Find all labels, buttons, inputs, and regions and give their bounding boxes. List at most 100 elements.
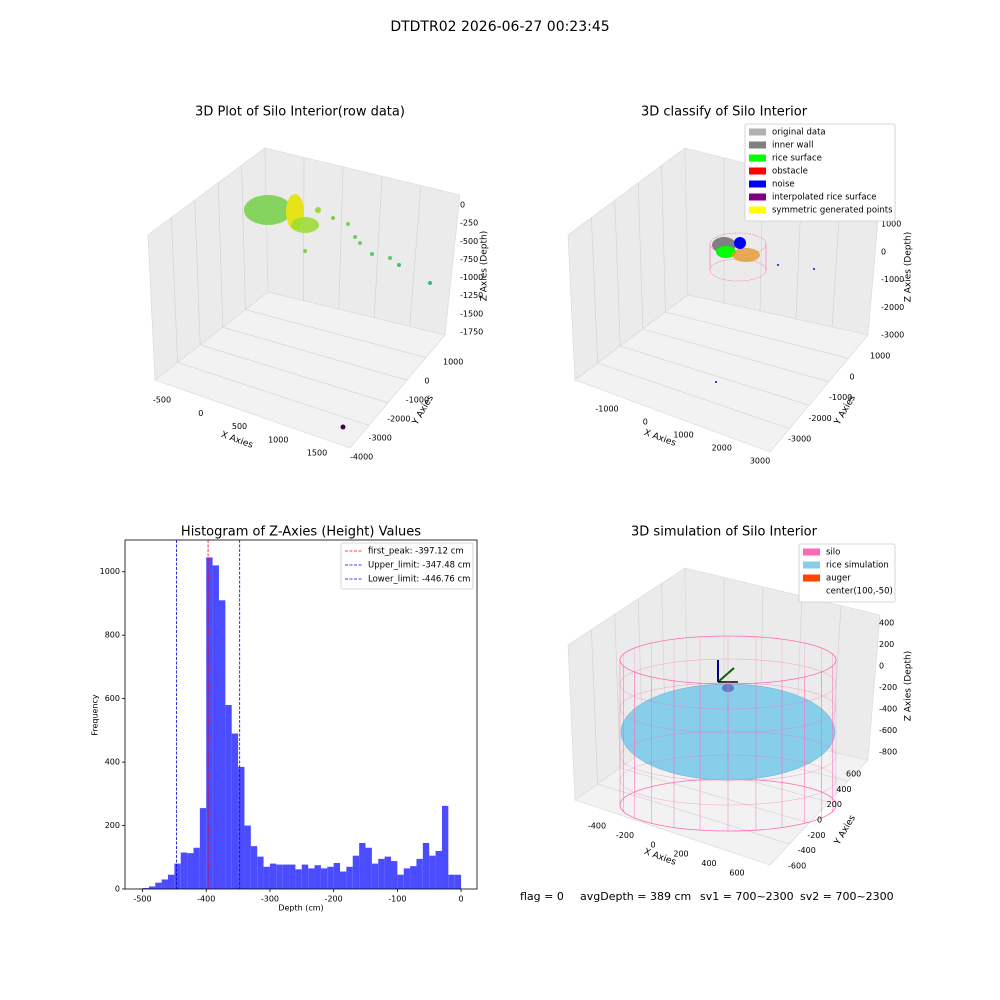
y-tick-label: 200 [105, 821, 120, 830]
y-tick-label: 600 [846, 770, 861, 779]
silo-wire [619, 682, 837, 734]
z-tick-label: 0 [879, 662, 884, 671]
axis-pane [574, 294, 869, 453]
bar [429, 855, 436, 889]
raw-points [244, 194, 432, 430]
bar [308, 868, 315, 889]
y-tick-label: -3000 [788, 435, 811, 444]
z-tick-label: -3000 [881, 331, 904, 340]
z-axis-label: Z Axies (Depth) [904, 651, 914, 722]
bar [187, 853, 194, 889]
x-tick-label: -100 [388, 895, 406, 904]
legend-swatch [749, 206, 766, 214]
noise [734, 237, 746, 249]
x-tick-label: 600 [729, 869, 744, 878]
pane-grid [200, 344, 389, 404]
bar [435, 850, 442, 889]
x-tick-label: -1000 [595, 405, 618, 414]
z-axis-label: Z Axies (Depth) [904, 232, 914, 303]
bar [359, 842, 366, 889]
point [315, 207, 321, 213]
y-tick-label: -1000 [406, 396, 429, 405]
z-tick-label: -1000 [460, 273, 483, 282]
x-tick-label: 0 [459, 895, 464, 904]
status-text: flag = 0 [520, 890, 564, 903]
pane-grid [642, 328, 829, 383]
axis-arrow [717, 667, 735, 683]
legend-frame [340, 542, 474, 590]
y-tick-label: 0 [817, 816, 822, 825]
y-tick-label: 1000 [443, 358, 463, 367]
status-text: sv1 = 700~2300 [700, 890, 794, 903]
bar [148, 886, 156, 889]
z-tick-label: 1000 [881, 220, 901, 229]
bar [327, 866, 334, 889]
x-tick-label: 0 [198, 409, 203, 418]
legend-swatch [803, 548, 820, 556]
y-tick-label: 800 [105, 631, 120, 640]
y-tick-label: -4000 [350, 453, 373, 462]
surface [732, 248, 760, 262]
bar [352, 855, 360, 889]
x-tick-label: 3000 [750, 457, 770, 466]
bar [161, 879, 169, 889]
bar [397, 874, 404, 889]
z-tick-label: 200 [879, 640, 894, 649]
legend-label: inner wall [772, 141, 813, 151]
point [428, 281, 432, 285]
point-cloud [244, 195, 292, 225]
bar [295, 869, 302, 889]
bar [422, 842, 430, 889]
y-tick-label: -200 [807, 831, 825, 840]
figure-title: DTDTR02 2026-06-27 00:23:45 [390, 19, 609, 35]
legend-swatch [749, 154, 766, 162]
pane-grid [637, 182, 644, 330]
bar [301, 864, 309, 889]
legend-swatch [749, 141, 766, 149]
x-tick-label: 400 [701, 859, 716, 868]
pane-grid [661, 165, 666, 313]
x-axis-label: Depth (cm) [278, 904, 323, 913]
point [388, 256, 392, 260]
y-tick-label: -3000 [369, 434, 392, 443]
legend-swatch [749, 180, 766, 188]
point [358, 241, 362, 245]
bar [218, 600, 226, 889]
bar [454, 874, 462, 889]
y-tick-label: 600 [105, 694, 120, 703]
z-tick-label: 400 [879, 619, 894, 628]
legend-label: symmetric generated points [772, 206, 893, 216]
bar [378, 858, 385, 889]
x-tick-label: 1500 [307, 449, 327, 458]
y-tick-label: -600 [788, 862, 806, 871]
y-tick-label: 400 [105, 758, 120, 767]
legend-swatch [749, 167, 766, 175]
x-tick-label: 1000 [268, 435, 288, 444]
point [303, 249, 307, 253]
silo-wire [619, 730, 837, 782]
z-tick-label: -200 [879, 683, 897, 692]
bar [244, 825, 251, 889]
z-tick-label: -250 [460, 219, 478, 228]
legend-frame [744, 123, 896, 222]
x-tick-label: 200 [673, 850, 688, 859]
legend-label: noise [772, 180, 795, 190]
bar [212, 565, 219, 889]
legend-label: auger [826, 574, 851, 584]
legend-label: center(100,-50) [826, 587, 893, 597]
pane-grid [373, 176, 383, 318]
z-tick-label: -1250 [460, 291, 483, 300]
bar [384, 856, 391, 889]
x-tick-label: -500 [133, 895, 151, 904]
x-tick-label: 0 [643, 418, 648, 427]
chart-title: 3D Plot of Silo Interior(row data) [195, 105, 405, 120]
bar [390, 861, 398, 889]
z-tick-label: -500 [460, 237, 478, 246]
status-text: sv2 = 700~2300 [800, 890, 894, 903]
legend-label: rice simulation [826, 561, 889, 571]
point [370, 252, 374, 256]
legend-label: rice surface [772, 154, 822, 164]
bar [174, 863, 181, 889]
y-tick-label: 0 [424, 377, 429, 386]
legend-label: Upper_limit: -347.48 cm [368, 561, 471, 571]
